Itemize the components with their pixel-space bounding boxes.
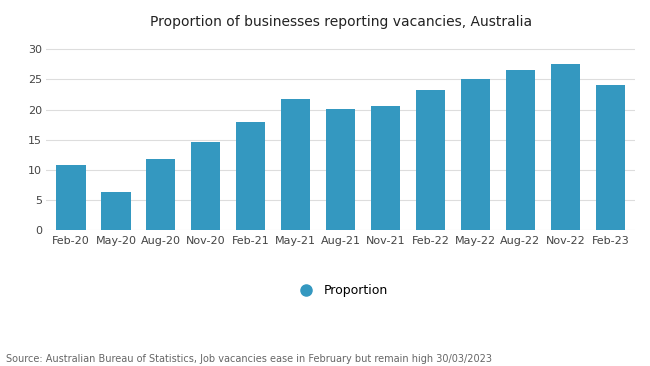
Text: Source: Australian Bureau of Statistics, Job vacancies ease in February but rema: Source: Australian Bureau of Statistics,… (6, 354, 493, 364)
Bar (416, 90, 445, 231)
Bar (281, 99, 310, 231)
Legend: Proportion: Proportion (289, 279, 393, 302)
Bar (551, 64, 580, 231)
Bar (461, 79, 490, 231)
Bar (146, 159, 176, 231)
Title: Proportion of businesses reporting vacancies, Australia: Proportion of businesses reporting vacan… (150, 15, 532, 29)
Bar (236, 122, 265, 231)
Bar (506, 70, 535, 231)
Bar (595, 85, 625, 231)
Bar (101, 192, 131, 231)
Bar (57, 165, 86, 231)
Bar (371, 106, 400, 231)
Bar (191, 142, 220, 231)
Bar (326, 109, 356, 231)
